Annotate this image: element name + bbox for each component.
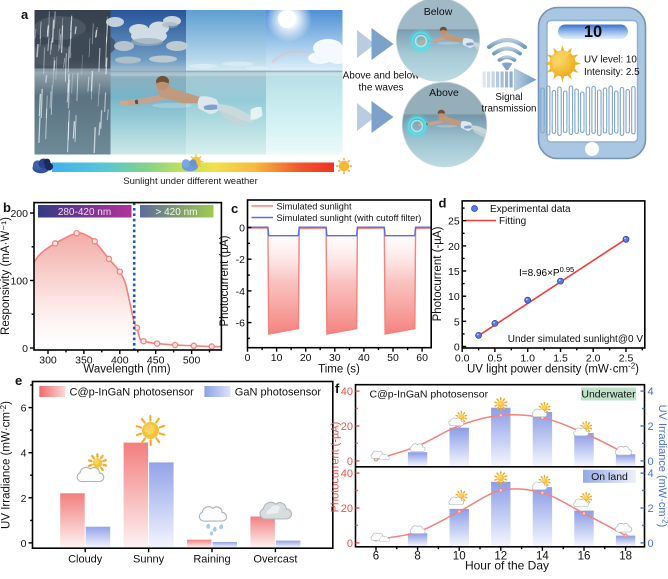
- svg-text:-6: -6: [236, 318, 245, 330]
- svg-text:Signal: Signal: [495, 92, 522, 103]
- svg-text:Time (s): Time (s): [318, 364, 360, 376]
- svg-text:a: a: [21, 7, 29, 22]
- svg-text:350: 350: [75, 355, 93, 367]
- svg-text:2.5: 2.5: [619, 353, 634, 365]
- svg-text:10: 10: [453, 550, 466, 562]
- svg-text:40: 40: [358, 352, 370, 364]
- svg-text:1.5: 1.5: [553, 353, 568, 365]
- svg-text:Simulated sunlight (with cutof: Simulated sunlight (with cutoff filter): [277, 213, 422, 223]
- svg-text:0: 0: [21, 538, 27, 550]
- svg-text:6: 6: [21, 403, 27, 415]
- svg-text:Responsivity (mA·W⁻¹): Responsivity (mA·W⁻¹): [0, 217, 12, 335]
- svg-text:100: 100: [10, 276, 28, 288]
- svg-text:50: 50: [387, 352, 399, 364]
- svg-text:c: c: [231, 201, 238, 216]
- svg-text:Below: Below: [424, 6, 453, 18]
- svg-text:0: 0: [347, 456, 353, 468]
- svg-text:Hour of the Day: Hour of the Day: [465, 559, 549, 573]
- svg-text:2: 2: [648, 503, 654, 515]
- svg-text:60: 60: [416, 352, 428, 364]
- svg-text:GaN photosensor: GaN photosensor: [235, 387, 322, 399]
- svg-text:4: 4: [21, 448, 27, 460]
- svg-text:Fitting: Fitting: [499, 216, 526, 227]
- svg-text:Experimental data: Experimental data: [490, 204, 571, 215]
- svg-text:0: 0: [347, 538, 353, 550]
- svg-text:1.0: 1.0: [520, 353, 535, 365]
- svg-text:C@p-InGaN photosensor: C@p-InGaN photosensor: [370, 389, 489, 401]
- svg-text:0: 0: [454, 342, 460, 354]
- svg-text:280-420 nm: 280-420 nm: [58, 207, 111, 218]
- svg-text:5: 5: [454, 316, 460, 328]
- svg-text:Photocurrent (-µA): Photocurrent (-µA): [330, 422, 342, 513]
- svg-text:2: 2: [648, 421, 654, 433]
- svg-text:12: 12: [494, 550, 507, 562]
- svg-text:0.5: 0.5: [488, 353, 503, 365]
- svg-text:25: 25: [448, 216, 460, 228]
- svg-text:4: 4: [648, 468, 654, 480]
- svg-text:Above and below: Above and below: [343, 71, 421, 82]
- svg-text:20: 20: [341, 421, 353, 433]
- svg-text:Above: Above: [429, 87, 459, 99]
- svg-text:On land: On land: [591, 471, 628, 483]
- svg-text:-2: -2: [236, 254, 245, 266]
- svg-text:4: 4: [648, 386, 654, 398]
- svg-text:0.0: 0.0: [455, 353, 470, 365]
- svg-text:UV light power density (mW·cm-: UV light power density (mW·cm-2): [467, 362, 639, 376]
- svg-text:10: 10: [448, 291, 460, 303]
- svg-text:10: 10: [584, 23, 602, 41]
- svg-text:Under simulated sunlight@0 V: Under simulated sunlight@0 V: [508, 334, 644, 345]
- svg-text:transmission: transmission: [482, 104, 537, 115]
- svg-text:40: 40: [341, 386, 353, 398]
- svg-text:-4: -4: [236, 286, 245, 298]
- svg-text:8: 8: [414, 550, 420, 562]
- svg-text:200: 200: [10, 208, 28, 220]
- svg-text:Sunny: Sunny: [133, 554, 165, 566]
- svg-text:UV level: 10: UV level: 10: [584, 55, 637, 66]
- svg-text:0: 0: [648, 456, 654, 468]
- svg-text:20: 20: [341, 503, 353, 515]
- svg-text:Wavelength (nm): Wavelength (nm): [83, 364, 170, 376]
- svg-text:> 420 nm: > 420 nm: [156, 207, 198, 218]
- svg-text:300: 300: [39, 355, 57, 367]
- svg-text:Simulated sunlight: Simulated sunlight: [277, 202, 353, 212]
- svg-text:Cloudy: Cloudy: [68, 554, 103, 566]
- svg-text:20: 20: [448, 241, 460, 253]
- svg-text:30: 30: [329, 352, 341, 364]
- svg-text:C@p-InGaN photosensor: C@p-InGaN photosensor: [70, 387, 195, 399]
- svg-text:450: 450: [147, 355, 165, 367]
- svg-text:Overcast: Overcast: [253, 554, 297, 566]
- svg-text:f: f: [335, 381, 340, 396]
- svg-text:Photocurrent (µA): Photocurrent (µA): [219, 235, 231, 326]
- svg-text:20: 20: [300, 352, 312, 364]
- svg-text:d: d: [439, 196, 447, 211]
- svg-text:16: 16: [578, 550, 591, 562]
- svg-text:0: 0: [22, 343, 28, 355]
- svg-text:400: 400: [111, 355, 129, 367]
- svg-text:500: 500: [183, 355, 201, 367]
- svg-text:b: b: [3, 200, 11, 215]
- svg-text:0: 0: [245, 352, 251, 364]
- svg-text:Raining: Raining: [193, 554, 230, 566]
- svg-text:6: 6: [373, 550, 379, 562]
- svg-text:40: 40: [341, 468, 353, 480]
- svg-text:Intensity: 2.5: Intensity: 2.5: [584, 67, 640, 78]
- svg-text:18: 18: [619, 550, 632, 562]
- svg-text:15: 15: [448, 266, 460, 278]
- svg-text:2.0: 2.0: [586, 353, 601, 365]
- svg-text:the waves: the waves: [358, 83, 403, 94]
- svg-text:Sunlight under different weath: Sunlight under different weather: [123, 176, 258, 187]
- svg-text:Underwater: Underwater: [581, 389, 636, 401]
- svg-text:10: 10: [271, 352, 283, 364]
- svg-text:14: 14: [536, 550, 549, 562]
- svg-text:UV Irradiance (mW·cm-2): UV Irradiance (mW·cm-2): [656, 405, 668, 528]
- svg-text:UV Irradiance (mW·cm-2): UV Irradiance (mW·cm-2): [0, 401, 13, 529]
- svg-text:0: 0: [648, 538, 654, 550]
- svg-text:Photocurrent (-µA): Photocurrent (-µA): [432, 226, 444, 321]
- svg-text:2: 2: [21, 493, 27, 505]
- svg-text:e: e: [15, 373, 22, 388]
- svg-text:0: 0: [239, 223, 245, 235]
